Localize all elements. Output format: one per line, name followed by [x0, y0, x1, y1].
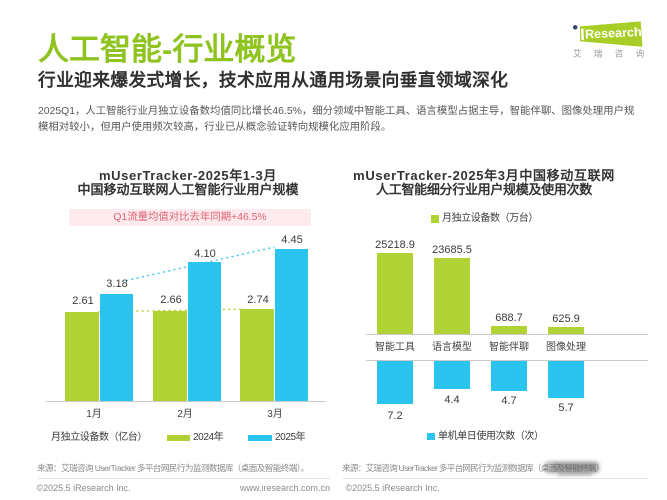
svg-text:Research: Research — [585, 25, 642, 41]
svg-text:艾瑞咨询: 艾瑞咨询 — [573, 49, 657, 59]
